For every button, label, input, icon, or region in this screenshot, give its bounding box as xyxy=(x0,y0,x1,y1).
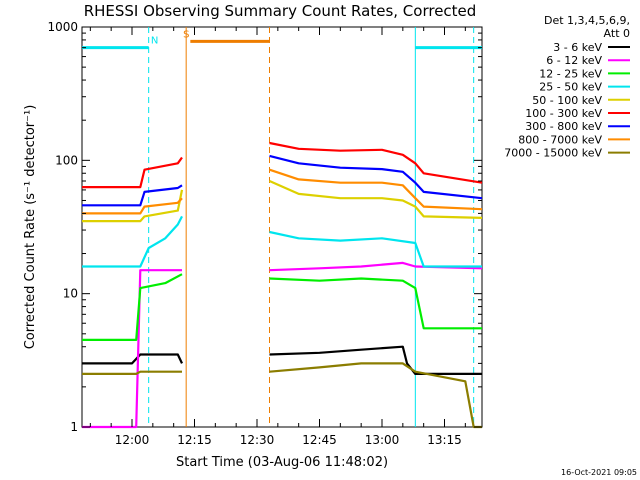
flag-bars: NS xyxy=(82,29,482,50)
legend-header-attenuator: Att 0 xyxy=(604,27,630,40)
y-axis-label: Corrected Count Rate (s⁻¹ detector⁻¹) xyxy=(23,105,38,350)
legend-entry-label: 7000 - 15000 keV xyxy=(504,147,602,160)
legend-entry-label: 50 - 100 keV xyxy=(532,94,602,107)
x-tick-label: 12:45 xyxy=(302,433,337,447)
series-line-4 xyxy=(82,189,184,223)
series-line-3 xyxy=(269,230,482,268)
legend-header-detectors: Det 1,3,4,5,6,9, xyxy=(544,14,630,27)
x-tick-label: 12:15 xyxy=(177,433,212,447)
flag-label-n: N xyxy=(151,36,158,47)
x-tick-label: 12:00 xyxy=(115,433,150,447)
legend-entry-label: 300 - 800 keV xyxy=(525,120,602,133)
legend-entry-label: 100 - 300 keV xyxy=(525,107,602,120)
plot-frame xyxy=(81,26,483,428)
series-line-3 xyxy=(82,215,183,268)
y-tick-label: 1 xyxy=(70,420,78,434)
series-line-8 xyxy=(82,370,182,375)
series-lines xyxy=(82,141,483,429)
plot-area xyxy=(81,26,483,428)
x-tick-label: 12:30 xyxy=(240,433,275,447)
legend-entry-label: 3 - 6 keV xyxy=(553,41,602,54)
series-line-6 xyxy=(269,154,483,200)
chart-title: RHESSI Observing Summary Count Rates, Co… xyxy=(84,2,477,20)
y-tick-label: 1000 xyxy=(47,20,78,34)
series-line-2 xyxy=(82,273,183,341)
series-line-5 xyxy=(269,141,483,184)
legend-entry-label: 800 - 7000 keV xyxy=(518,133,602,146)
series-line-7 xyxy=(82,197,183,215)
series-line-6 xyxy=(82,184,183,207)
series-line-5 xyxy=(82,156,183,189)
legend-entry-label: 12 - 25 keV xyxy=(539,67,602,80)
x-axis-label: Start Time (03-Aug-06 11:48:02) xyxy=(176,455,388,470)
series-line-0 xyxy=(82,353,183,365)
series-line-0 xyxy=(269,345,482,375)
axes: 1 10 100 1000 12:00 12:15 12:30 12:45 13:00 13:15 xyxy=(47,20,482,447)
series-line-2 xyxy=(269,277,482,330)
y-tick-label: 10 xyxy=(63,287,78,301)
legend-entry-label: 6 - 12 keV xyxy=(546,54,602,67)
series-line-1 xyxy=(82,269,182,429)
x-tick-label: 13:15 xyxy=(427,433,462,447)
legend-entry-label: 25 - 50 keV xyxy=(539,81,602,94)
y-tick-label: 100 xyxy=(55,153,78,167)
series-line-8 xyxy=(269,362,482,429)
time-markers xyxy=(148,27,475,427)
series-line-7 xyxy=(269,168,483,211)
x-tick-label: 13:00 xyxy=(365,433,400,447)
flag-label-s: S xyxy=(183,29,189,40)
series-line-4 xyxy=(269,179,483,219)
footer-date: 16-Oct-2021 09:05 xyxy=(561,468,637,477)
